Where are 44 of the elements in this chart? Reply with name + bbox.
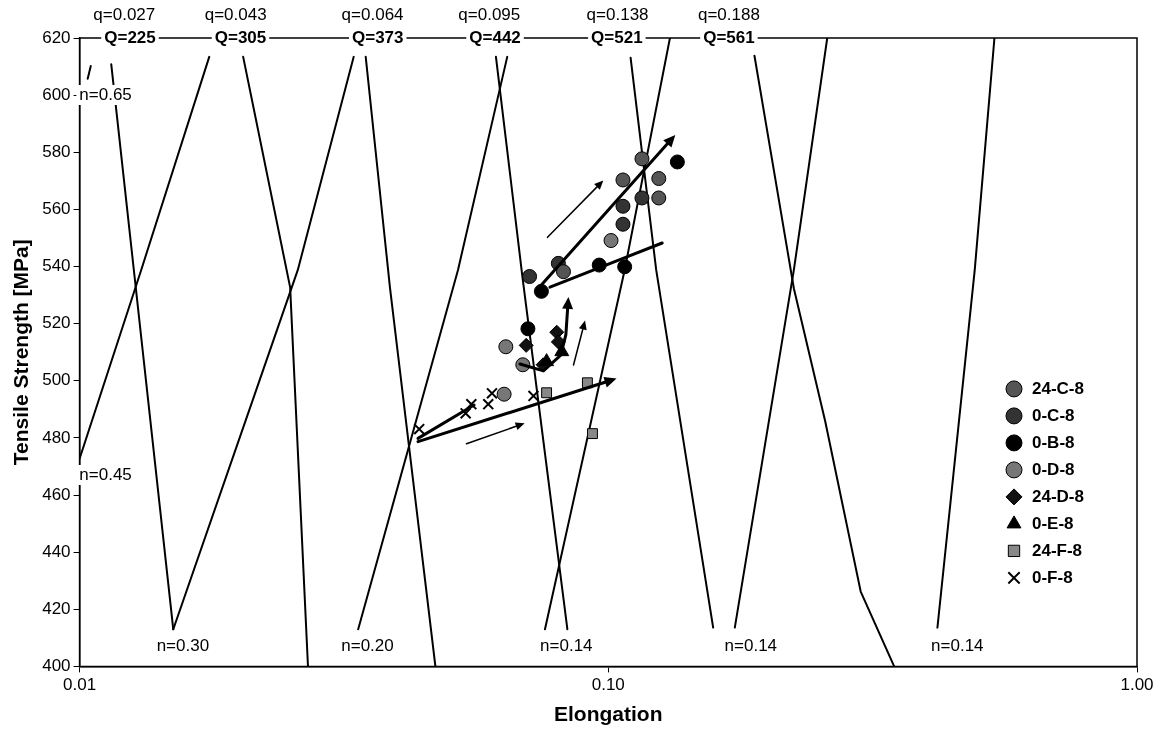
annotation: n=0.65	[79, 84, 132, 104]
legend-label: 24-D-8	[1032, 486, 1084, 506]
annotation: n=0.20	[341, 635, 394, 655]
y-tick-label: 500	[42, 370, 71, 390]
y-tick-label: 440	[42, 541, 71, 561]
annotation: Q=561	[703, 27, 755, 47]
legend-label: 24-C-8	[1032, 378, 1084, 398]
annotation: n=0.14	[540, 635, 593, 655]
text: q=0.095	[458, 4, 521, 24]
legend-label: 0-E-8	[1032, 513, 1074, 533]
y-tick-label: 600	[42, 84, 71, 104]
text: q=0.188	[697, 4, 760, 24]
x-tick-label: 1.00	[1120, 675, 1154, 695]
annotation: Q=305	[214, 27, 267, 47]
x-tick-label: 0.01	[63, 675, 97, 695]
x-tick-label: 0.10	[591, 675, 625, 695]
annotation: Q=225	[104, 27, 156, 47]
legend-label: 24-F-8	[1032, 540, 1083, 560]
annotation: n=0.14	[724, 635, 778, 655]
text: q=0.064	[341, 4, 404, 24]
text: q=0.043	[204, 4, 267, 24]
annotation: n=0.30	[156, 635, 210, 655]
legend-label: 0-B-8	[1032, 432, 1075, 452]
legend-label: 0-F-8	[1032, 567, 1073, 587]
annotation: Q=373	[352, 27, 404, 47]
y-tick-label: 420	[42, 598, 71, 618]
y-tick-label: 560	[42, 199, 71, 219]
y-tick-label: 620	[42, 27, 71, 47]
text: q=0.027	[93, 4, 156, 24]
x-axis-title: Elongation	[554, 702, 663, 726]
y-axis-title: Tensile Strength [MPa]	[9, 239, 33, 466]
text: q=0.138	[586, 4, 649, 24]
annotation: Q=521	[591, 27, 643, 47]
annotation: n=0.14	[931, 635, 984, 655]
y-tick-label: 480	[42, 427, 71, 447]
y-tick-label: 540	[42, 256, 71, 276]
y-tick-label: 460	[42, 484, 71, 504]
y-tick-label: 400	[42, 656, 71, 676]
annotation: Q=442	[469, 27, 521, 47]
y-tick-label: 580	[42, 141, 71, 161]
legend-label: 0-D-8	[1032, 459, 1075, 479]
annotation: n=0.45	[79, 464, 132, 484]
legend-label: 0-C-8	[1032, 405, 1075, 425]
y-tick-label: 520	[42, 313, 71, 333]
